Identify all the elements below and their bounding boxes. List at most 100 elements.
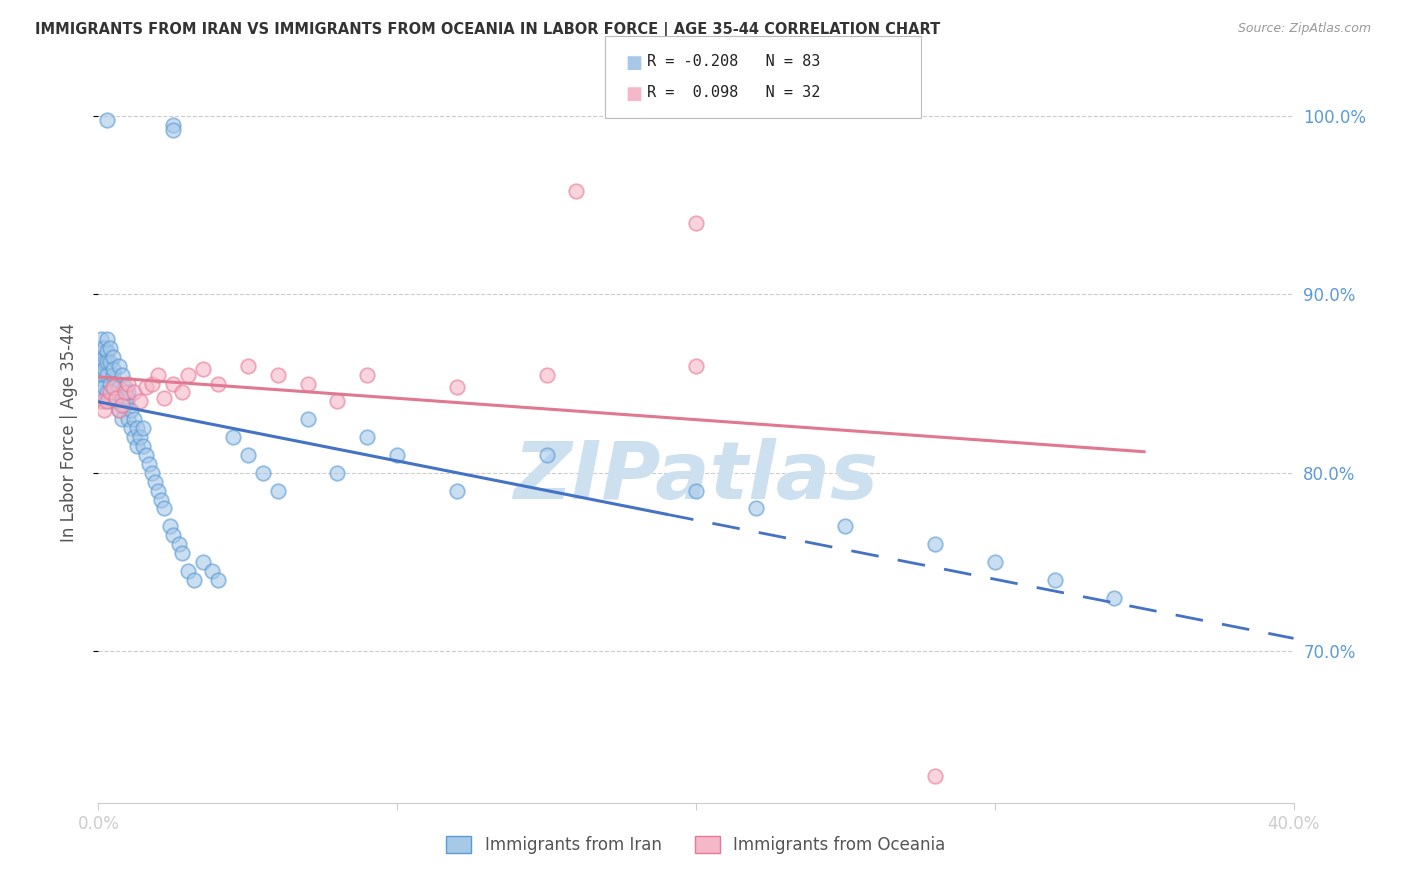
Point: [105, 394, 128, 409]
Point: [385, 448, 409, 462]
Point: [177, 368, 200, 382]
Point: [745, 501, 768, 516]
Point: [129, 430, 152, 444]
Point: [172, 385, 194, 400]
Point: [129, 394, 152, 409]
Point: [114, 385, 136, 400]
Text: ■: ■: [626, 85, 643, 103]
Point: [90, 385, 112, 400]
Point: [103, 350, 125, 364]
Point: [127, 421, 149, 435]
Point: [96, 394, 118, 409]
Point: [446, 380, 468, 394]
Point: [117, 391, 139, 405]
Point: [90, 394, 112, 409]
Point: [96, 332, 118, 346]
Point: [96, 344, 118, 359]
Point: [207, 376, 229, 391]
Point: [143, 475, 166, 489]
Point: [90, 341, 112, 355]
Point: [148, 483, 170, 498]
Point: [98, 355, 122, 369]
Point: [93, 362, 115, 376]
Point: [924, 769, 946, 783]
Text: Source: ZipAtlas.com: Source: ZipAtlas.com: [1237, 22, 1371, 36]
Point: [111, 412, 134, 426]
Point: [111, 398, 134, 412]
Point: [98, 385, 122, 400]
Point: [162, 118, 184, 132]
Point: [167, 537, 190, 551]
Y-axis label: In Labor Force | Age 35-44: In Labor Force | Age 35-44: [59, 323, 77, 542]
Point: [1104, 591, 1126, 605]
Point: [1043, 573, 1066, 587]
Point: [103, 380, 125, 394]
Point: [177, 564, 200, 578]
Point: [90, 368, 112, 382]
Point: [108, 403, 131, 417]
Point: [93, 403, 115, 417]
Point: [326, 394, 349, 409]
Point: [105, 376, 128, 391]
Point: [297, 376, 319, 391]
Point: [90, 359, 112, 373]
Point: [120, 421, 142, 435]
Point: [162, 376, 184, 391]
Point: [267, 368, 290, 382]
Point: [124, 430, 146, 444]
Point: [108, 403, 131, 417]
Point: [93, 355, 115, 369]
Point: [93, 368, 115, 382]
Point: [536, 448, 558, 462]
Point: [96, 112, 118, 127]
Point: [117, 412, 139, 426]
Point: [108, 359, 131, 373]
Point: [141, 376, 163, 391]
Point: [114, 398, 136, 412]
Point: [984, 555, 1007, 569]
Text: ZIPatlas: ZIPatlas: [513, 438, 879, 516]
Point: [96, 355, 118, 369]
Point: [162, 528, 184, 542]
Point: [685, 483, 707, 498]
Point: [98, 341, 122, 355]
Point: [93, 350, 115, 364]
Point: [356, 368, 378, 382]
Point: [252, 466, 274, 480]
Point: [93, 341, 115, 355]
Point: [124, 385, 146, 400]
Point: [135, 380, 157, 394]
Point: [127, 439, 149, 453]
Point: [326, 466, 349, 480]
Point: [834, 519, 856, 533]
Point: [191, 555, 214, 569]
Point: [111, 391, 134, 405]
Point: [135, 448, 157, 462]
Point: [685, 359, 707, 373]
Point: [93, 394, 115, 409]
Point: [114, 380, 136, 394]
Point: [111, 368, 134, 382]
Point: [172, 546, 194, 560]
Point: [924, 537, 946, 551]
Point: [201, 564, 224, 578]
Point: [153, 501, 176, 516]
Point: [267, 483, 290, 498]
Point: [132, 439, 155, 453]
Point: [103, 385, 125, 400]
Text: R = -0.208   N = 83: R = -0.208 N = 83: [647, 54, 820, 69]
Point: [120, 403, 142, 417]
Point: [150, 492, 173, 507]
Point: [117, 376, 139, 391]
Point: [183, 573, 205, 587]
Point: [117, 385, 139, 400]
Point: [162, 123, 184, 137]
Point: [93, 380, 115, 394]
Point: [132, 421, 155, 435]
Point: [96, 385, 118, 400]
Point: [207, 573, 229, 587]
Point: [159, 519, 181, 533]
Legend: Immigrants from Iran, Immigrants from Oceania: Immigrants from Iran, Immigrants from Oc…: [440, 830, 952, 861]
Point: [236, 359, 259, 373]
Point: [356, 430, 378, 444]
